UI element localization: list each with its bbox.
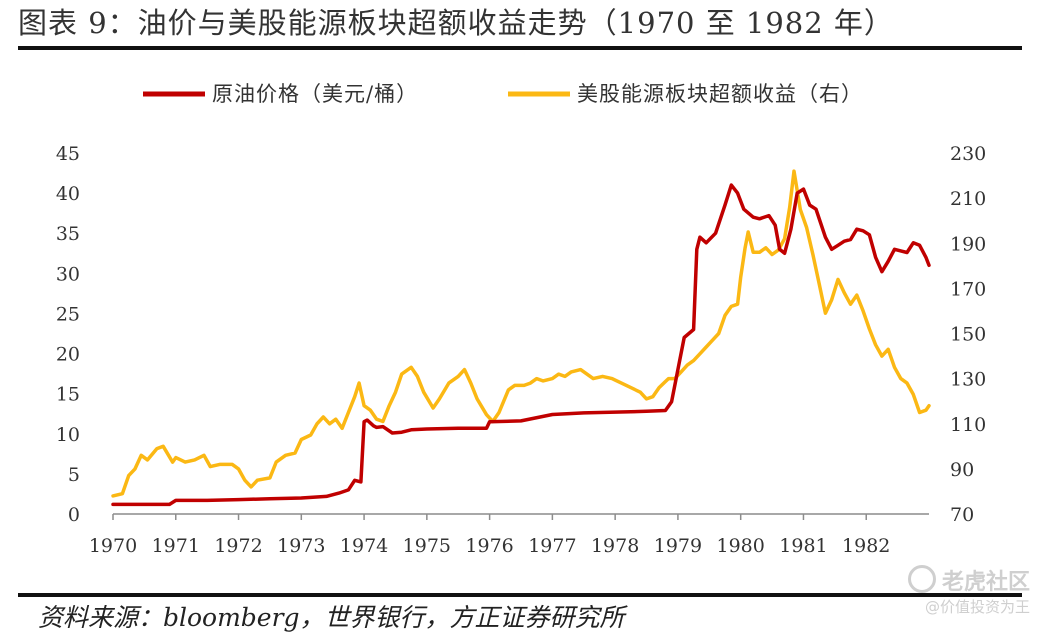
y-right-tick-label: 110 bbox=[950, 414, 986, 436]
legend-oil-label: 原油价格（美元/桶） bbox=[212, 82, 418, 106]
x-tick-label: 1981 bbox=[779, 535, 827, 557]
source-note: 资料来源：bloomberg，世界银行，方正证券研究所 bbox=[38, 603, 625, 632]
y-right-tick-label: 130 bbox=[950, 369, 986, 391]
x-tick-label: 1972 bbox=[214, 535, 262, 557]
watermark-brand: 老虎社区 bbox=[907, 564, 1030, 596]
chart: 原油价格（美元/桶） 美股能源板块超额收益（右） 1970 1971 1972 197… bbox=[56, 82, 986, 557]
y-left-tick-label: 40 bbox=[56, 183, 80, 205]
y-left-tick-label: 0 bbox=[68, 504, 80, 526]
x-tick-label: 1980 bbox=[717, 535, 765, 557]
y-axis-left: 0 5 10 15 20 25 30 35 40 45 bbox=[56, 143, 80, 526]
y-right-tick-label: 170 bbox=[950, 278, 986, 300]
y-left-tick-label: 45 bbox=[56, 143, 80, 165]
excess-return-line bbox=[111, 169, 931, 498]
y-right-tick-label: 230 bbox=[950, 143, 986, 165]
x-axis: 1970 1971 1972 1973 1974 1975 1976 1977 1978 1979… bbox=[89, 514, 890, 557]
y-left-tick-label: 15 bbox=[56, 384, 80, 406]
title-divider bbox=[18, 46, 1022, 50]
oil-price-line bbox=[111, 183, 931, 507]
y-right-tick-label: 150 bbox=[950, 324, 986, 346]
x-tick-label: 1973 bbox=[277, 535, 325, 557]
watermark-brand-text: 老虎社区 bbox=[941, 570, 1030, 595]
x-tick-label: 1979 bbox=[654, 535, 702, 557]
x-tick-label: 1975 bbox=[403, 535, 451, 557]
tiger-logo-icon bbox=[907, 565, 936, 593]
x-tick-label: 1970 bbox=[89, 535, 137, 557]
footer-divider bbox=[18, 593, 1022, 597]
watermark: 老虎社区 @价值投资为王 bbox=[907, 564, 1030, 617]
y-left-tick-label: 35 bbox=[56, 223, 80, 245]
x-tick-label: 1974 bbox=[340, 535, 388, 557]
x-tick-label: 1982 bbox=[842, 535, 890, 557]
y-right-tick-label: 90 bbox=[950, 459, 974, 481]
y-left-tick-label: 20 bbox=[56, 344, 80, 366]
x-tick-label: 1976 bbox=[465, 535, 513, 557]
legend-excess-label: 美股能源板块超额收益（右） bbox=[577, 82, 863, 106]
series-layer bbox=[111, 169, 931, 507]
x-tick-label: 1971 bbox=[152, 535, 200, 557]
x-tick-label: 1978 bbox=[591, 535, 639, 557]
y-right-tick-label: 210 bbox=[950, 188, 986, 210]
y-left-tick-label: 30 bbox=[56, 263, 80, 285]
y-left-tick-label: 10 bbox=[56, 424, 80, 446]
watermark-handle: @价值投资为王 bbox=[924, 598, 1030, 616]
y-right-tick-label: 70 bbox=[950, 504, 974, 526]
y-left-tick-label: 25 bbox=[56, 303, 80, 325]
chart-title: 图表 9：油价与美股能源板块超额收益走势（1970 至 1982 年） bbox=[18, 6, 894, 40]
legend: 原油价格（美元/桶） 美股能源板块超额收益（右） bbox=[143, 82, 863, 106]
y-left-tick-label: 5 bbox=[68, 464, 80, 486]
y-axis-right: 70 90 110 130 150 170 190 210 230 bbox=[950, 143, 986, 526]
y-right-tick-label: 190 bbox=[950, 233, 986, 255]
x-tick-label: 1977 bbox=[528, 535, 576, 557]
